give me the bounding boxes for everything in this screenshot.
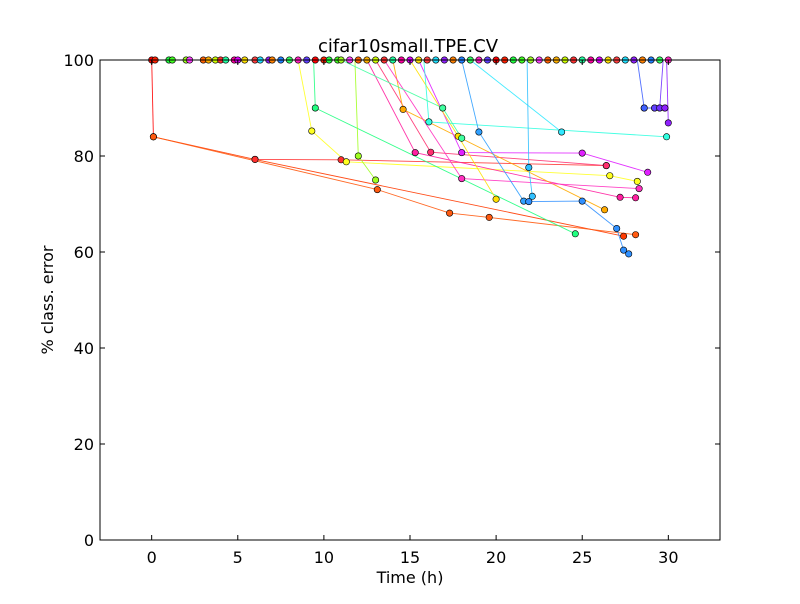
data-point-2-0: [149, 133, 157, 141]
x-tick-label: 25: [572, 548, 592, 567]
series-line-0: [151, 59, 154, 137]
data-point-2-1: [373, 186, 381, 194]
series-line-21: [666, 59, 669, 123]
data-point-9-2: [601, 206, 609, 214]
data-point-7-1: [411, 149, 419, 157]
data-point-13-2: [663, 133, 671, 141]
data-point-12-2: [492, 195, 500, 203]
x-tick-label: 30: [658, 548, 678, 567]
x-axis-label: Time (h): [376, 568, 444, 587]
data-point-18-2: [613, 225, 621, 233]
data-point-18-1: [578, 197, 586, 205]
data-point-2-3: [485, 213, 493, 221]
data-point-16-1: [475, 128, 483, 136]
y-axis-label: % class. error: [38, 245, 57, 354]
series-line-15: [470, 59, 562, 133]
series-line-19: [636, 59, 655, 109]
data-point-11-1: [458, 149, 466, 157]
data-point-8-1: [427, 148, 435, 156]
data-point-6-1: [354, 152, 362, 160]
data-point-4-3: [606, 172, 614, 180]
series-line-1: [153, 136, 624, 237]
data-point-2-2: [446, 209, 454, 217]
data-point-11-2: [578, 149, 586, 157]
data-point-5-1: [311, 104, 319, 112]
series-line-3: [254, 158, 607, 167]
data-point-11-3: [644, 168, 652, 176]
y-tick-label: 40: [74, 339, 94, 358]
marker-layer: [148, 56, 672, 258]
series-line-20: [659, 59, 665, 109]
series-line-7: [366, 59, 636, 199]
series-line-12: [409, 59, 497, 200]
data-point-17-1: [525, 164, 533, 172]
cluster-marker-0: [640, 104, 648, 112]
data-point-15-1: [558, 128, 566, 136]
chart-title: cifar10small.TPE.CV: [318, 36, 499, 57]
data-point-7-3: [632, 194, 640, 202]
x-tick-label: 15: [400, 548, 420, 567]
cluster-marker-3: [661, 104, 669, 112]
data-point-4-2: [342, 158, 350, 166]
series-line-13: [423, 59, 667, 138]
x-tick-label: 5: [233, 548, 243, 567]
y-tick-label: 0: [84, 531, 94, 550]
data-point-9-1: [399, 105, 407, 113]
data-point-10-2: [635, 185, 643, 193]
data-point-4-4: [633, 177, 641, 185]
y-tick-label: 20: [74, 435, 94, 454]
tick-layer: 0 5 10 15 20 25 30 0 20 40 60 80 100: [63, 51, 720, 567]
series-line-11: [418, 59, 648, 173]
data-point-3-0: [251, 155, 259, 163]
data-point-4-1: [308, 127, 316, 135]
series-line-5: [313, 59, 576, 235]
data-point-17-2: [528, 192, 536, 200]
data-point-5-2: [571, 230, 579, 238]
data-point-14-1: [439, 104, 447, 112]
series-layer: [151, 59, 669, 255]
plot-frame: [99, 59, 721, 541]
x-tick-label: 10: [314, 548, 334, 567]
data-point-18-4: [625, 250, 633, 258]
data-point-18-3: [620, 246, 628, 254]
series-line-2: [153, 136, 636, 236]
data-point-8-2: [602, 162, 610, 170]
y-tick-label: 60: [74, 243, 94, 262]
data-point-21-1: [664, 119, 672, 127]
data-point-7-2: [616, 193, 624, 201]
data-point-1-2: [620, 232, 628, 240]
data-point-10-1: [458, 175, 466, 183]
x-tick-label: 20: [486, 548, 506, 567]
data-point-6-2: [372, 176, 380, 184]
data-point-13-1: [425, 118, 433, 126]
data-point-14-2: [458, 134, 466, 142]
y-tick-label: 100: [63, 51, 94, 70]
data-point-2-4: [632, 231, 640, 239]
data-point-18-0: [525, 198, 533, 206]
x-tick-label: 0: [147, 548, 157, 567]
y-tick-label: 80: [74, 147, 94, 166]
